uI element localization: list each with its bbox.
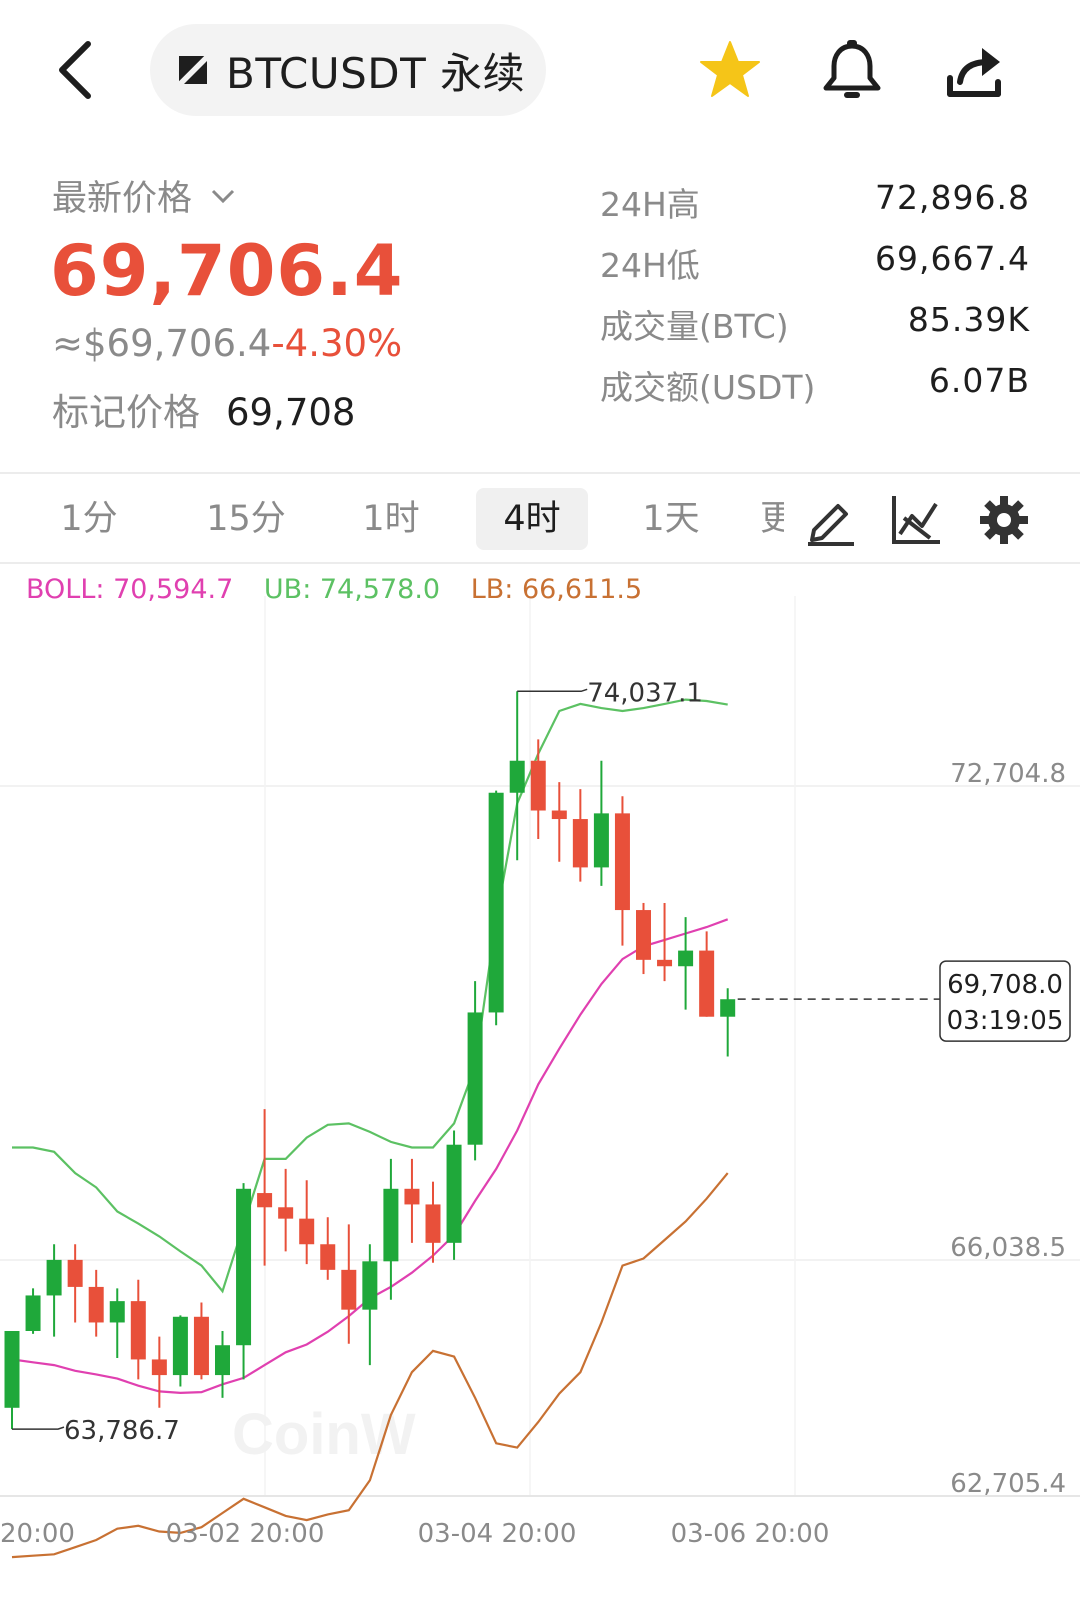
symbol-name: BTCUSDT 永续 [226,48,526,98]
candle [636,910,651,960]
last-price: 69,706.4 [50,230,404,312]
countdown-timer: 03:19:05 [947,1006,1064,1036]
stat-turnover-usdt: 成交额(USDT) 6.07B [600,361,1030,409]
candle [362,1261,378,1310]
timeframe-toolbar: 1分 15分 1时 4时 1天 更 [0,472,1080,564]
candle [467,1012,483,1145]
mark-price: 69,708 [226,391,356,434]
watermark-text: CoinW [232,1402,416,1467]
candle [572,819,588,868]
candle [215,1345,230,1376]
back-arrow-icon[interactable] [48,38,108,102]
candle [88,1286,104,1323]
tab-1m[interactable]: 1分 [60,499,118,539]
stat-value: 72,896.8 [875,178,1030,217]
draw-pen-icon[interactable] [804,494,856,546]
tab-1d[interactable]: 1天 [642,499,700,539]
candle [25,1295,41,1331]
usd-value-line: ≈$69,706.4-4.30% [52,322,402,365]
tab-1h[interactable]: 1时 [362,499,420,539]
legend-ub: UB: 74,578.0 [263,574,441,605]
y-tick-label: 72,704.8 [950,759,1066,789]
x-tick-label: 03-04 20:00 [418,1519,577,1549]
stat-label: 成交量(BTC) [600,307,789,346]
y-tick-label: 62,705.4 [950,1469,1066,1499]
candle [172,1316,188,1376]
last-price-label: 最新价格 [52,179,193,219]
legend-lb: LB: 66,611.5 [470,574,643,605]
current-price-value: 69,708.0 [947,970,1063,1000]
current-price-tag [939,960,1071,1042]
low-marker-label: 63,786.7 [64,1416,180,1446]
candle [67,1259,83,1287]
candle [257,1193,273,1208]
boll-lower-band [11,1172,729,1559]
stat-label: 24H低 [600,246,700,285]
candle [341,1269,357,1310]
stat-24h-low: 24H低 69,667.4 [600,239,1030,287]
stat-24h-high: 24H高 72,896.8 [600,178,1030,226]
high-marker-line [517,688,588,693]
candle [593,813,609,868]
star-icon[interactable] [698,38,762,102]
legend-boll: BOLL: 70,594.7 [26,574,234,605]
x-tick-label: 20:00 [0,1519,75,1549]
stat-label: 成交额(USDT) [600,368,816,407]
stat-value: 85.39K [907,300,1030,339]
candle [425,1204,441,1243]
candle [657,959,673,967]
candle [678,950,694,967]
tab-4h[interactable]: 4时 [476,488,588,550]
candle [551,810,567,820]
candle [46,1259,62,1296]
stat-value: 6.07B [928,361,1030,400]
tab-more-clipped[interactable]: 更 [760,499,784,539]
candle [236,1188,252,1346]
candle [404,1188,420,1205]
candle [614,813,630,911]
stat-value: 69,667.4 [875,239,1030,278]
stat-volume-btc: 成交量(BTC) 85.39K [600,300,1030,348]
x-tick-label: 03-06 20:00 [671,1519,830,1549]
candle [383,1188,399,1262]
last-price-selector[interactable]: 最新价格 [52,170,236,221]
candle [193,1316,209,1376]
gear-icon[interactable] [978,494,1030,546]
boll-upper-band [12,698,728,1294]
low-marker-line [12,1426,65,1430]
chevron-down-icon [211,189,235,203]
bell-icon[interactable] [820,38,884,102]
boll-legend: BOLL: 70,594.7 UB: 74,578.0 LB: 66,611.5 [26,574,664,605]
candle [699,950,715,1017]
share-icon[interactable] [942,38,1006,102]
candle [278,1207,294,1219]
change-percent: -4.30% [271,322,403,365]
stat-label: 24H高 [600,185,700,224]
candle [509,760,525,793]
candle [320,1244,336,1270]
high-marker-label: 74,037.1 [587,678,703,708]
candle [530,760,546,811]
usd-value: ≈$69,706.4 [52,322,272,365]
symbol-selector[interactable]: BTCUSDT 永续 [150,24,546,116]
logo-triangle-icon [176,53,210,87]
x-tick-label: 03-02 20:00 [166,1519,325,1549]
y-tick-label: 66,038.5 [950,1233,1066,1263]
candle [299,1218,315,1245]
candle [4,1330,20,1408]
candle [109,1301,125,1323]
candle [151,1359,167,1376]
top-bar: BTCUSDT 永续 [0,0,1080,140]
tab-15m[interactable]: 15分 [206,499,286,539]
mark-price-line: 标记价格 69,708 [52,382,355,436]
kline-svg[interactable]: CoinW 74,037.1 63,786.7 72,704.8 66,038.5 62,… [0,566,1080,1598]
indicator-chart-icon[interactable] [890,494,942,546]
candle [488,792,504,1013]
candle [720,999,736,1017]
kline-chart[interactable]: CoinW 74,037.1 63,786.7 72,704.8 66,038.5 62,… [0,566,1080,1598]
candle [446,1144,462,1243]
candle [130,1301,146,1360]
ticker-summary: 最新价格 69,706.4 ≈$69,706.4-4.30% 标记价格 69,70… [0,150,1080,470]
mark-price-label: 标记价格 [52,391,200,434]
